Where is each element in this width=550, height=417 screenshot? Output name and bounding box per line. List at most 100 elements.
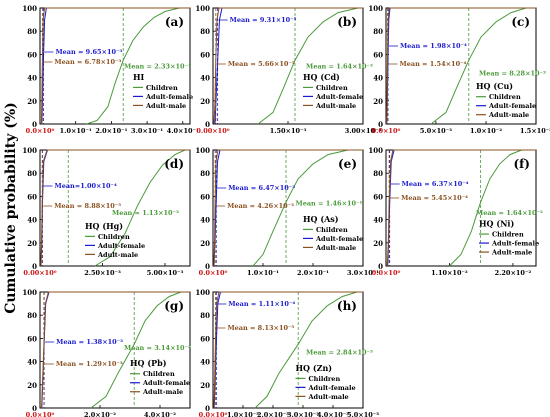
y-tick-label: 20	[373, 97, 383, 106]
x-tick-label: 5.0×10⁻³	[420, 127, 452, 135]
y-tick-label: 100	[195, 288, 210, 297]
x-tick-label: 2.20×10⁻²	[495, 269, 532, 277]
legend-entry: Adult-male	[315, 102, 356, 110]
legend-entry: Children	[143, 370, 175, 378]
mean-label-children: Mean = 3.14×10⁻²	[124, 344, 191, 352]
y-tick-label: 100	[22, 288, 37, 297]
mean-label-adult-female: Mean = 1.98×10⁻⁴	[400, 42, 467, 50]
mean-label-adult-female: Mean = 9.65×10⁻³	[55, 48, 122, 56]
x-tick-label: 3.0×10⁻¹	[131, 127, 163, 135]
plot-frame	[212, 291, 364, 409]
legend-entry: Children	[146, 84, 178, 92]
y-tick-label: 0	[32, 120, 37, 129]
y-tick-label: 40	[373, 216, 383, 225]
mean-label-adult-male: Mean = 6.78×10⁻³	[54, 58, 121, 66]
y-tick-label: 60	[200, 50, 210, 59]
y-tick-label: 0	[378, 262, 383, 271]
cdf-line-children	[449, 149, 522, 267]
y-tick-label: 80	[200, 169, 210, 178]
legend-entry: Children	[489, 93, 521, 101]
index-label: HQ (Zn)	[296, 363, 333, 373]
plot-frame	[39, 149, 191, 267]
legend-entry: Adult-male	[488, 111, 529, 119]
legend-entry: Adult-male	[308, 393, 349, 401]
y-tick-label: 40	[27, 74, 37, 83]
plot-frame	[212, 7, 364, 125]
mean-label-children: Mean = 1.64×10⁻³	[306, 62, 373, 70]
x-tick-label: 2.0×10⁻²	[84, 411, 116, 417]
x-tick-label: 5.0×10⁻³	[347, 411, 379, 417]
mean-label-adult-male: Mean = 1.29×10⁻³	[56, 360, 123, 368]
y-tick-label: 60	[200, 334, 210, 343]
panel-letter: (e)	[338, 157, 357, 171]
y-tick-label: 80	[27, 27, 37, 36]
x-tick-label: 0.00×10⁰	[196, 127, 229, 135]
index-label: HQ (Cd)	[303, 72, 340, 82]
chart-panel-h: 0 20 40 60 80 100 0.0×10⁰ 1.0×10⁻³2.0×10⁻³3.0×1…	[195, 288, 379, 417]
y-tick-label: 60	[27, 334, 37, 343]
panel-letter: (d)	[164, 157, 184, 171]
y-tick-label: 100	[195, 4, 210, 13]
cdf-line-children	[94, 149, 186, 267]
legend-entry: Adult-female	[488, 102, 536, 110]
panel-letter: (b)	[337, 15, 357, 29]
x-tick-label: 4.0×10⁻¹	[167, 127, 199, 135]
plot-frame	[385, 7, 537, 125]
chart-panel-a: 0 20 40 60 80 100 0.0×10⁰ 1.0×10⁻¹ 2.0×10⁻¹ 3.0×1…	[22, 4, 199, 135]
legend-entry: Adult-female	[491, 240, 539, 248]
legend-entry: Adult-male	[491, 249, 532, 257]
y-tick-label: 40	[200, 74, 210, 83]
legend-entry: Adult-male	[142, 388, 183, 396]
x-tick-label: 2.0×10⁻¹	[95, 127, 127, 135]
y-tick-label: 100	[368, 146, 383, 155]
y-tick-label: 60	[27, 192, 37, 201]
y-axis-title: Cumulative probability (%)	[3, 102, 19, 314]
mean-label-adult-male: Mean = 1.54×10⁻⁴	[400, 60, 467, 68]
mean-label-children: Mean = 1.13×10⁻³	[112, 209, 179, 217]
mean-label-children: Mean = 2.84×10⁻³	[306, 349, 373, 357]
y-tick-label: 20	[200, 97, 210, 106]
chart-panel-c: 0 20 40 60 80 100 0.0×10⁰ 5.0×10⁻³ 1.0×10⁻² 1.5×1…	[368, 4, 550, 135]
x-tick-label: 3.00×10⁻³	[345, 127, 382, 135]
x-tick-label: 1.0×10⁻¹	[60, 127, 92, 135]
chart-panel-e: 0 20 40 60 80 100 0.0×10⁰ 1.0×10⁻¹ 2.0×10⁻¹ 3.0×1…	[195, 146, 379, 277]
y-tick-label: 20	[200, 381, 210, 390]
y-tick-label: 0	[378, 120, 383, 129]
mean-label-adult-male: Mean = 5.45×10⁻⁴	[401, 194, 468, 202]
mean-label-adult-male: Mean = 8.13×10⁻⁵	[227, 324, 294, 332]
y-tick-label: 0	[32, 262, 37, 271]
panel-letter: (f)	[513, 157, 530, 171]
x-tick-label: 1.0×10⁻¹	[247, 269, 279, 277]
panel-letter: (c)	[511, 15, 530, 29]
y-tick-label: 40	[27, 358, 37, 367]
cdf-line-children	[430, 7, 527, 125]
legend-entry: Children	[316, 226, 348, 234]
cdf-line-children	[86, 7, 180, 125]
y-tick-label: 100	[22, 146, 37, 155]
panel-letter: (h)	[337, 299, 357, 313]
mean-label-adult-female: Mean = 6.37×10⁻⁴	[402, 180, 469, 188]
y-tick-label: 80	[27, 169, 37, 178]
x-tick-label: 0.00×10⁰	[23, 269, 56, 277]
mean-label-adult-male: Mean = 4.26×10⁻³	[227, 202, 294, 210]
x-tick-label: 4.0×10⁻³	[317, 411, 349, 417]
mean-label-adult-male: Mean = 5.66×10⁻⁵	[228, 60, 295, 68]
legend-entry: Adult-female	[308, 384, 356, 392]
x-tick-label: 2.50×10⁻³	[84, 269, 121, 277]
plot-frame	[212, 149, 364, 267]
y-tick-label: 20	[27, 239, 37, 248]
x-tick-label: 1.5×10⁻²	[520, 127, 550, 135]
y-tick-label: 20	[27, 97, 37, 106]
legend-entry: Children	[98, 233, 130, 241]
index-label: HQ (As)	[303, 214, 339, 224]
y-tick-label: 40	[200, 216, 210, 225]
mean-label-adult-male: Mean = 8.88×10⁻⁵	[54, 202, 121, 210]
x-tick-label: 3.0×10⁻³	[287, 411, 319, 417]
legend-entry: Adult-male	[97, 251, 138, 259]
legend-entry: Children	[309, 375, 341, 383]
mean-label-adult-female: Mean = 9.31×10⁻⁵	[230, 16, 297, 24]
x-tick-label: 0.0×10⁰	[372, 127, 401, 135]
x-tick-label: 5.00×10⁻³	[147, 269, 184, 277]
index-label: HQ (Cu)	[476, 81, 513, 91]
x-tick-label: 1.0×10⁻²	[470, 127, 502, 135]
